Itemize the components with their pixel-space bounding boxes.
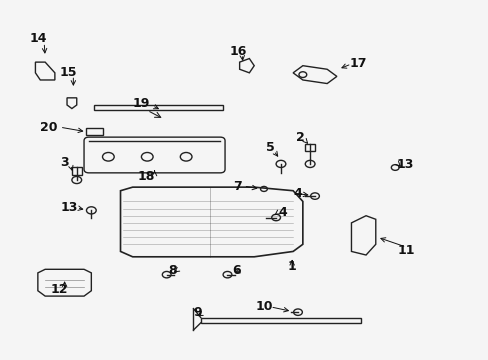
Text: 4: 4 [293, 187, 302, 200]
Text: 18: 18 [137, 170, 155, 183]
Text: 17: 17 [349, 57, 367, 71]
Text: 1: 1 [287, 260, 296, 273]
Text: 12: 12 [51, 283, 68, 296]
Text: 10: 10 [255, 300, 272, 313]
Text: 15: 15 [59, 66, 77, 79]
Text: 6: 6 [232, 264, 241, 276]
Text: 16: 16 [229, 45, 246, 58]
Text: 11: 11 [397, 244, 414, 257]
Text: 9: 9 [193, 306, 201, 319]
Text: 5: 5 [265, 141, 274, 154]
Text: 2: 2 [295, 131, 304, 144]
Text: 20: 20 [40, 121, 58, 134]
Text: 8: 8 [168, 264, 177, 276]
Text: 19: 19 [132, 97, 149, 110]
Text: 13: 13 [61, 201, 78, 214]
Text: 3: 3 [60, 156, 69, 168]
Text: 4: 4 [278, 206, 286, 219]
Text: 14: 14 [30, 32, 47, 45]
Text: 13: 13 [395, 158, 413, 171]
Text: 7: 7 [232, 180, 241, 193]
